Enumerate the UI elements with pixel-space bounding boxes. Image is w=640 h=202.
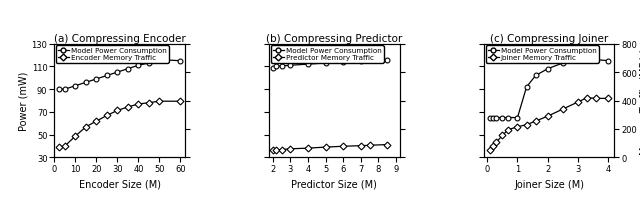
Legend: Model Power Consumption, Encoder Memory Traffic: Model Power Consumption, Encoder Memory … bbox=[56, 46, 169, 63]
Y-axis label: Power (mW): Power (mW) bbox=[19, 72, 29, 130]
Legend: Model Power Consumption, Joiner Memory Traffic: Model Power Consumption, Joiner Memory T… bbox=[486, 46, 598, 63]
X-axis label: Joiner Size (M): Joiner Size (M) bbox=[515, 179, 584, 189]
X-axis label: Encoder Size (M): Encoder Size (M) bbox=[79, 179, 161, 189]
X-axis label: Predictor Size (M): Predictor Size (M) bbox=[291, 179, 378, 189]
Title: (b) Compressing Predictor: (b) Compressing Predictor bbox=[266, 34, 403, 44]
Title: (a) Compressing Encoder: (a) Compressing Encoder bbox=[54, 34, 186, 44]
Legend: Model Power Consumption, Predictor Memory Traffic: Model Power Consumption, Predictor Memor… bbox=[271, 46, 384, 63]
Title: (c) Compressing Joiner: (c) Compressing Joiner bbox=[490, 34, 609, 44]
